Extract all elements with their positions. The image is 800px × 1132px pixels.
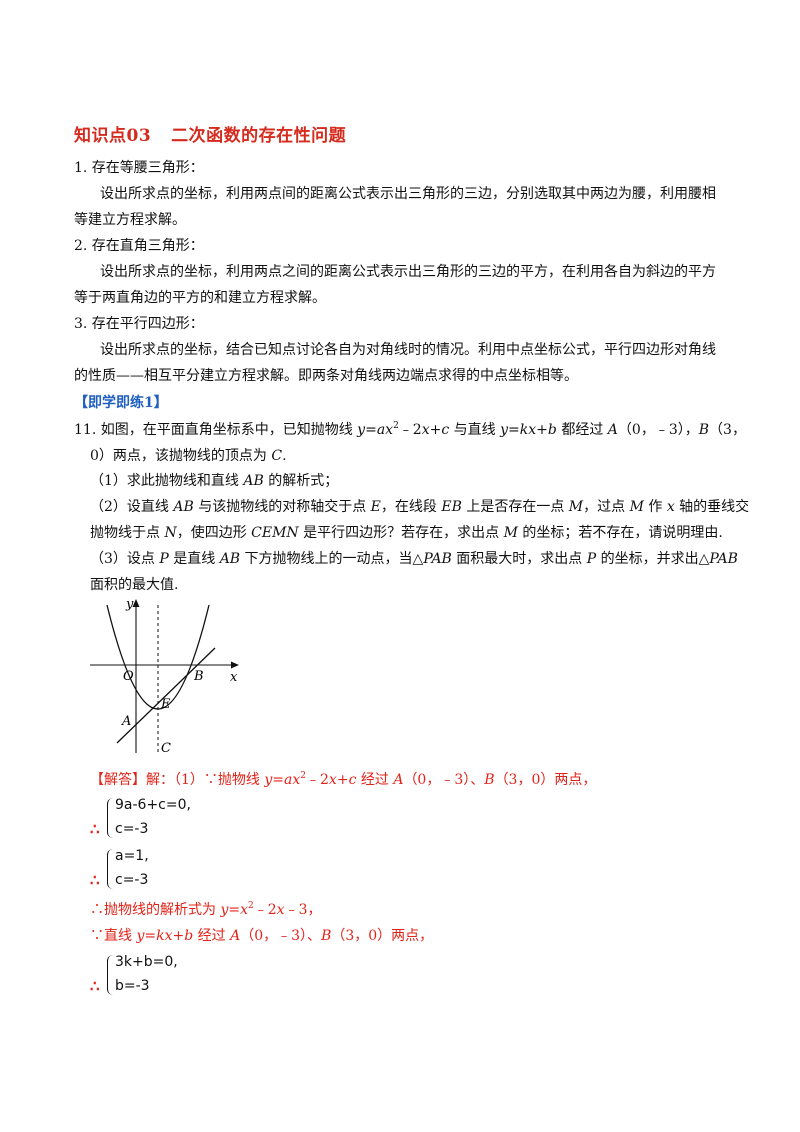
question-2-line-2: 抛物线于点 N，使四边形 CEMN 是平行四边形？若存在，求出点 M 的坐标；若… xyxy=(90,525,723,541)
x-axis-label: x xyxy=(230,670,238,685)
solution-text: 解：（1）∵抛物线 xyxy=(146,772,265,788)
item-1-body-line1: 设出所求点的坐标，利用两点间的距离公式表示出三角形的三边，分别选取其中两边为腰，… xyxy=(100,186,716,202)
equation: 3k+b=0, xyxy=(115,954,178,970)
item-3-title: 3. 存在平行四边形： xyxy=(74,316,204,332)
point-e-label: E xyxy=(160,697,171,712)
equation: c=-3 xyxy=(115,821,149,837)
question-text: 面积最大时，求出点 xyxy=(451,551,587,567)
item-2-body-line2: 等于两直角边的平方的和建立方程求解。 xyxy=(74,290,326,306)
equation: b=-3 xyxy=(115,978,150,994)
problem-text: 0）两点，该抛物线的顶点为 xyxy=(90,448,272,464)
equation: c=-3 xyxy=(115,872,149,888)
origin-label: O xyxy=(123,669,134,684)
question-2-line-1: （2）设直线 AB 与该抛物线的对称轴交于点 E，在线段 EB 上是否存在一点 … xyxy=(90,499,750,515)
problem-text: 都经过 xyxy=(556,422,608,438)
solution-line-parabola: ∴抛物线的解析式为 y=x2﹣2x﹣3， xyxy=(90,901,322,919)
solution-text: （3，0）两点， xyxy=(331,928,434,944)
question-text: 的坐标，并求出△ xyxy=(596,551,710,567)
y-axis-arrow xyxy=(132,599,140,607)
item-3-body-line2: 的性质——相互平分建立方程求解。即两条对角线两边端点求得的中点坐标相等。 xyxy=(74,368,578,384)
solution-line-line: ∵直线 y=kx+b 经过 A（0，﹣3）、B（3，0）两点， xyxy=(90,928,434,944)
question-text: （3）设点 xyxy=(90,551,160,567)
line-formula: y xyxy=(500,422,509,438)
question-text: （1）求此抛物线和直线 xyxy=(90,473,244,489)
problem-text: （0，﹣3）， xyxy=(617,422,699,438)
point-a-label: A xyxy=(121,714,131,729)
question-text: 下方抛物线上的一动点，当△ xyxy=(240,551,424,567)
question-text: 与该抛物线的对称轴交于点 xyxy=(193,499,371,515)
question-text: 抛物线于点 xyxy=(90,525,165,541)
equation: 9a-6+c=0, xyxy=(115,797,191,813)
question-text: 是平行四边形？若存在，求出点 xyxy=(298,525,504,541)
question-text: 是直线 xyxy=(168,551,220,567)
question-text: （2）设直线 xyxy=(90,499,174,515)
problem-line-1: 11. 如图，在平面直角坐标系中，已知抛物线 y=ax2﹣2x+c 与直线 y=… xyxy=(74,421,746,439)
solution-text: （3，0）两点， xyxy=(494,772,597,788)
x-axis-arrow xyxy=(231,661,239,669)
problem-text: （3， xyxy=(709,422,746,438)
parabola-formula: y xyxy=(357,422,366,438)
solution-tag: 【解答】 xyxy=(90,772,146,788)
solution-text: （0，﹣3）、 xyxy=(403,772,485,788)
problem-text: 如图，在平面直角坐标系中，已知抛物线 xyxy=(100,422,358,438)
system-brace xyxy=(107,849,116,889)
problem-number: 11. xyxy=(74,422,97,438)
point-b-label: B xyxy=(193,669,204,684)
therefore-symbol: ∴ xyxy=(90,977,100,995)
problem-text: 与直线 xyxy=(449,422,501,438)
question-text: ，使四边形 xyxy=(176,525,252,541)
therefore-symbol: ∴ xyxy=(90,871,100,889)
practice-label: 【即学即练1】 xyxy=(74,395,168,411)
item-2-body-line1: 设出所求点的坐标，利用两点之间的距离公式表示出三角形的三边的平方，在利用各自为斜… xyxy=(100,264,716,280)
question-text: ，在线段 xyxy=(380,499,442,515)
question-3-line-2: 面积的最大值. xyxy=(90,577,179,593)
solution-text: ∵直线 xyxy=(90,928,137,944)
solution-text: ∴抛物线的解析式为 xyxy=(90,902,221,918)
equation: a=1, xyxy=(115,848,149,864)
therefore-symbol: ∴ xyxy=(90,820,100,838)
y-axis-label: y xyxy=(125,597,134,612)
solution-line-1: 【解答】解：（1）∵抛物线 y=ax2﹣2x+c 经过 A（0，﹣3）、B（3，… xyxy=(90,771,597,789)
problem-text: . xyxy=(282,448,287,464)
problem-line-2: 0）两点，该抛物线的顶点为 C. xyxy=(90,448,287,464)
line-ab xyxy=(116,647,216,744)
solution-text: 经过 xyxy=(193,928,231,944)
question-3-line-1: （3）设点 P 是直线 AB 下方抛物线上的一动点，当△PAB 面积最大时，求出… xyxy=(90,551,738,567)
question-text: ，过点 xyxy=(583,499,630,515)
item-3-body-line1: 设出所求点的坐标，结合已知点讨论各自为对角线时的情况。利用中点坐标公式，平行四边… xyxy=(100,342,716,358)
question-1: （1）求此抛物线和直线 AB 的解析式； xyxy=(90,473,339,489)
question-text: 的坐标；若不存在，请说明理由. xyxy=(517,525,723,541)
section-heading: 知识点03 二次函数的存在性问题 xyxy=(74,121,346,146)
question-text: 轴的垂线交 xyxy=(674,499,750,515)
heading-text: 二次函数的存在性问题 xyxy=(171,126,347,146)
system-brace xyxy=(107,798,116,838)
heading-label: 知识点03 xyxy=(74,126,152,146)
solution-text: 经过 xyxy=(356,772,394,788)
item-1-title: 1. 存在等腰三角形： xyxy=(74,160,204,176)
item-1-body-line2: 等建立方程求解。 xyxy=(74,212,186,228)
question-text: 作 xyxy=(643,499,667,515)
point-c-label: C xyxy=(161,741,171,756)
parabola-curve xyxy=(106,604,210,710)
question-text: 的解析式； xyxy=(263,473,339,489)
parabola-figure: y x O B E A C xyxy=(90,597,239,756)
system-brace xyxy=(107,955,116,995)
item-2-title: 2. 存在直角三角形： xyxy=(74,238,204,254)
question-text: 上是否存在一点 xyxy=(461,499,569,515)
solution-text: （0，﹣3）、 xyxy=(240,928,322,944)
